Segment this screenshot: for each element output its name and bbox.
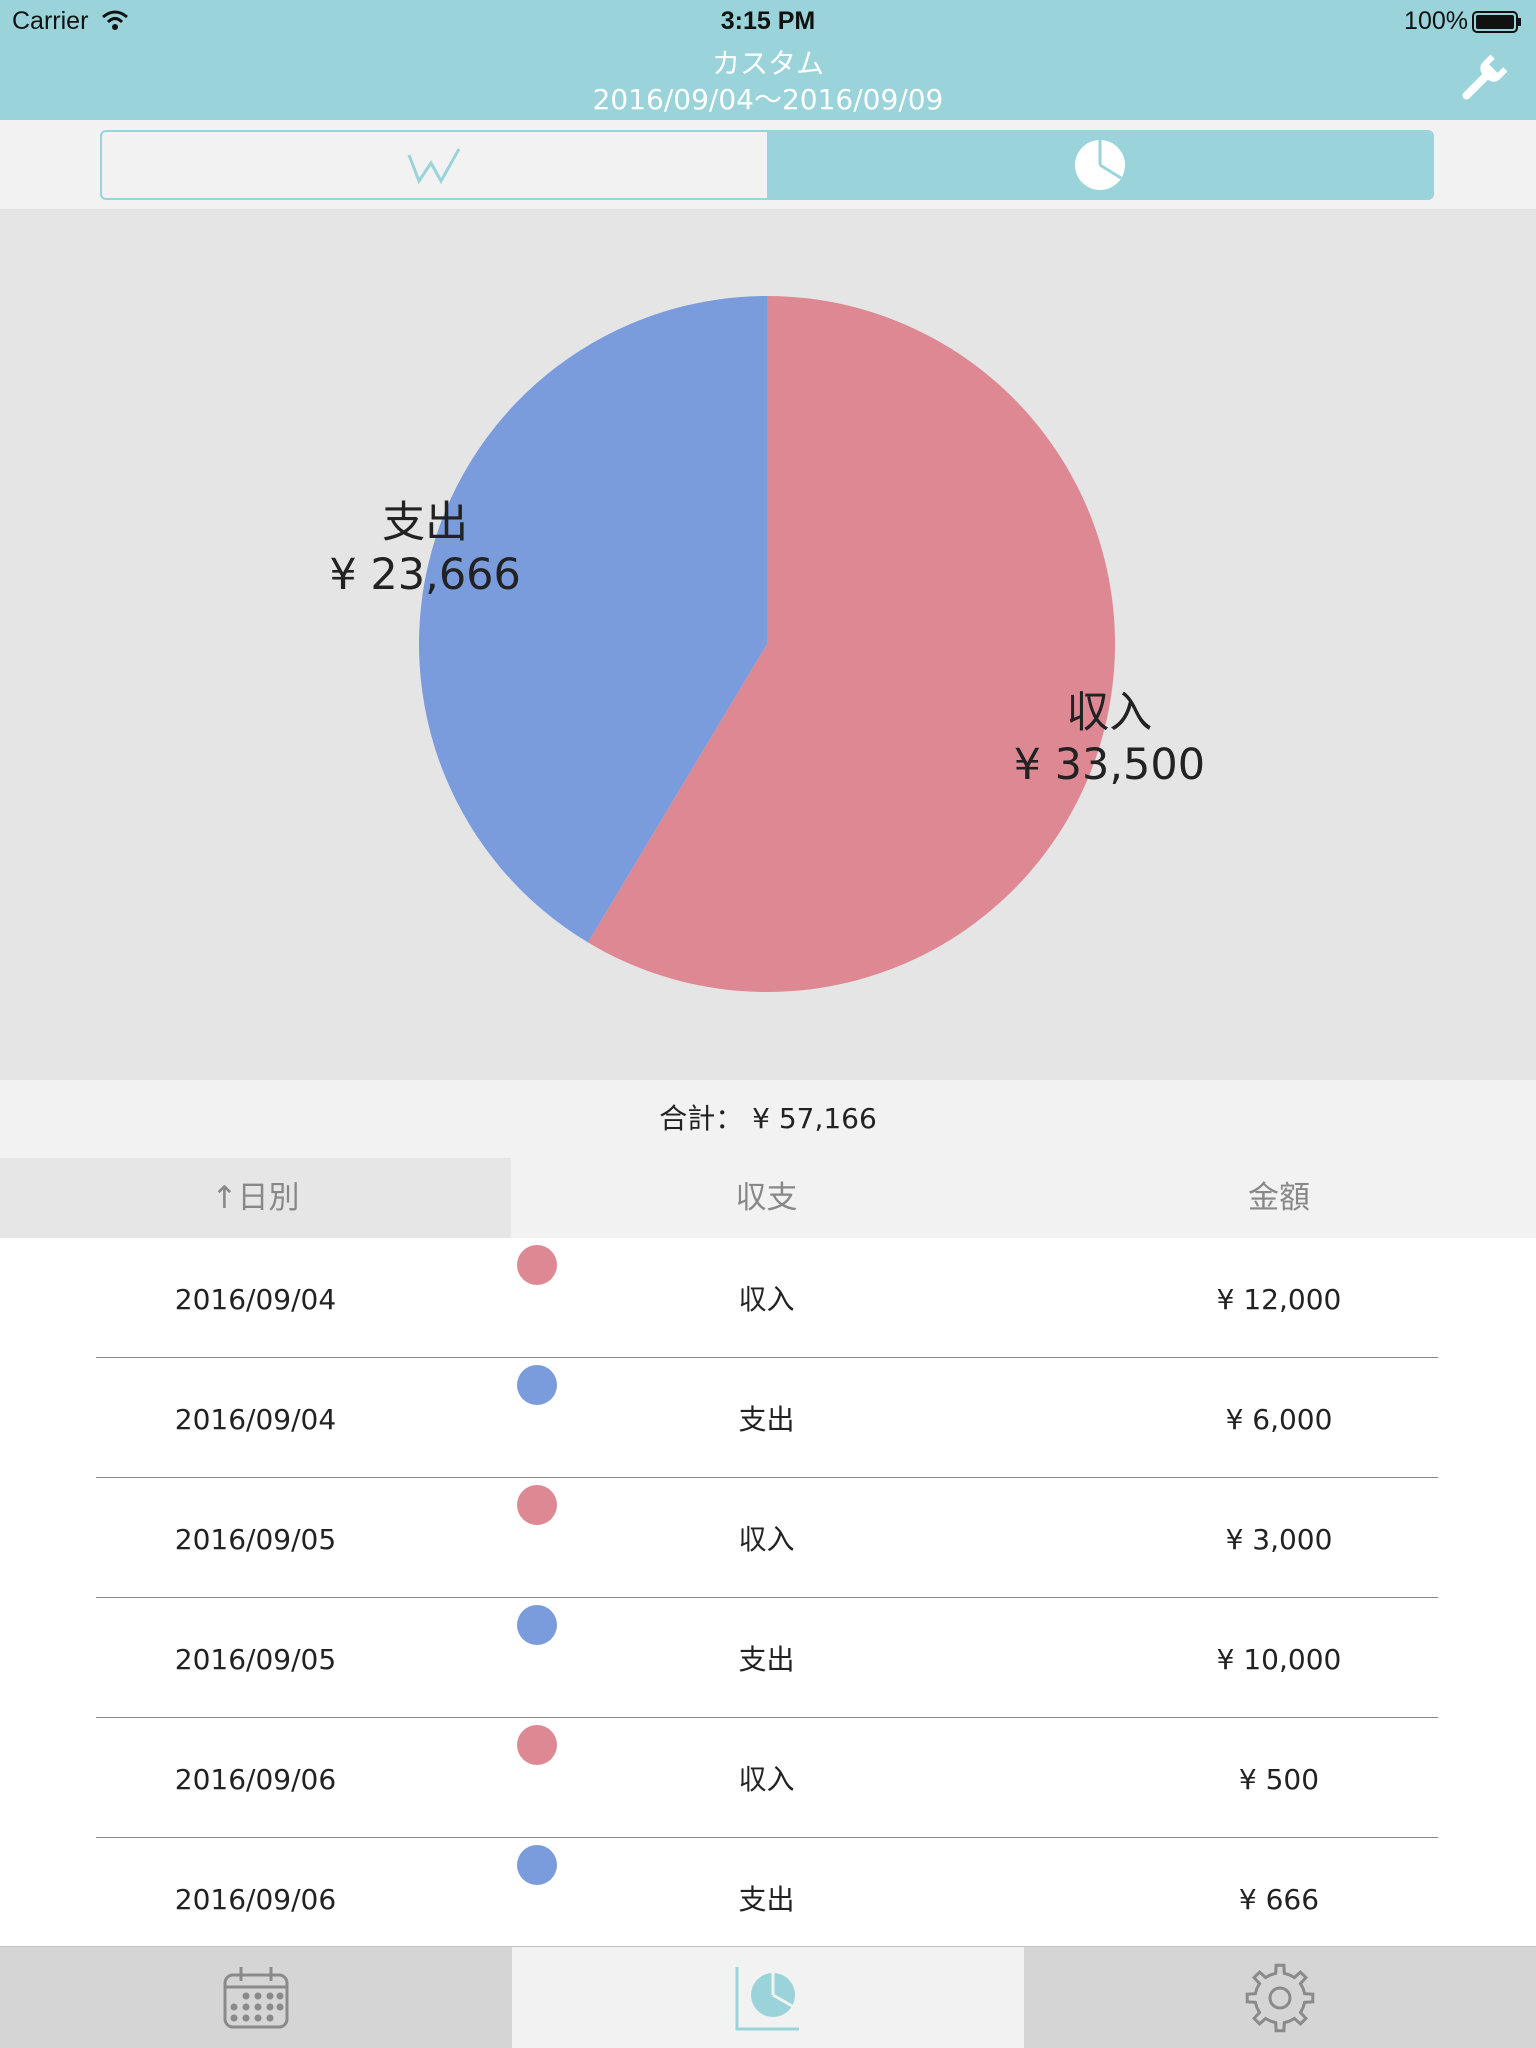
row-date: 2016/09/05 bbox=[174, 1643, 337, 1676]
nav-bar: カスタム 2016/09/04〜2016/09/09 bbox=[0, 42, 1536, 120]
row-divider bbox=[96, 1597, 1438, 1598]
type-color-dot bbox=[517, 1245, 557, 1285]
row-amount: ¥ 666 bbox=[1238, 1883, 1320, 1916]
income-slice-label: 収入 ¥ 33,500 bbox=[1014, 687, 1205, 791]
expense-slice-label: 支出 ¥ 23,666 bbox=[329, 497, 520, 601]
table-row[interactable]: 2016/09/04 収入 ¥ 12,000 bbox=[0, 1238, 1536, 1358]
row-amount: ¥ 10,000 bbox=[1216, 1643, 1342, 1676]
line-chart-tab[interactable] bbox=[102, 132, 767, 198]
row-date: 2016/09/04 bbox=[174, 1283, 337, 1316]
row-type: 収入 bbox=[738, 1283, 795, 1316]
total-summary: 合計： ¥ 57,166 bbox=[0, 1080, 1536, 1158]
gear-icon bbox=[1245, 1963, 1315, 2033]
carrier-label: Carrier bbox=[12, 7, 89, 35]
income-label-value: ¥ 33,500 bbox=[1013, 739, 1206, 790]
table-row[interactable]: 2016/09/06 支出 ¥ 666 bbox=[0, 1838, 1536, 1946]
expense-label-name: 支出 bbox=[382, 498, 469, 549]
row-type: 収入 bbox=[738, 1763, 795, 1796]
type-color-dot bbox=[517, 1365, 557, 1405]
row-divider bbox=[96, 1837, 1438, 1838]
expense-label-value: ¥ 23,666 bbox=[329, 550, 521, 601]
pie-chart-tab[interactable] bbox=[767, 132, 1432, 198]
amount-column-header[interactable]: 金額 bbox=[1248, 1180, 1310, 1216]
transaction-list[interactable]: 2016/09/04 収入 ¥ 12,000 2016/09/04 支出 ¥ 6… bbox=[0, 1238, 1536, 1946]
row-date: 2016/09/04 bbox=[174, 1403, 337, 1436]
expense-slice[interactable] bbox=[419, 296, 767, 943]
row-amount: ¥ 3,000 bbox=[1225, 1523, 1333, 1556]
type-color-dot bbox=[517, 1605, 557, 1645]
tab-settings[interactable] bbox=[1024, 1947, 1536, 2048]
battery-percent: 100% bbox=[1404, 7, 1468, 35]
tab-calendar[interactable] bbox=[0, 1947, 512, 2048]
income-label-name: 収入 bbox=[1066, 687, 1153, 738]
battery-icon bbox=[1472, 11, 1521, 33]
row-date: 2016/09/06 bbox=[174, 1763, 337, 1796]
row-date: 2016/09/05 bbox=[174, 1523, 337, 1556]
wrench-icon[interactable] bbox=[1454, 52, 1510, 108]
row-amount: ¥ 12,000 bbox=[1216, 1283, 1342, 1316]
date-range: 2016/09/04〜2016/09/09 bbox=[592, 83, 944, 116]
line-chart-icon bbox=[407, 148, 460, 185]
row-divider bbox=[96, 1717, 1438, 1718]
type-column-header[interactable]: 収支 bbox=[735, 1180, 798, 1216]
row-divider bbox=[96, 1357, 1438, 1358]
pie-chart-icon bbox=[1074, 140, 1125, 190]
status-bar: Carrier 3:15 PM 100% bbox=[0, 0, 1536, 42]
income-slice[interactable] bbox=[587, 296, 1115, 992]
pie-chart bbox=[419, 296, 1115, 992]
table-row[interactable]: 2016/09/04 支出 ¥ 6,000 bbox=[0, 1358, 1536, 1478]
row-amount: ¥ 6,000 bbox=[1225, 1403, 1333, 1436]
wifi-icon bbox=[102, 10, 128, 30]
row-amount: ¥ 500 bbox=[1238, 1763, 1320, 1796]
status-time: 3:15 PM bbox=[720, 7, 816, 35]
row-type: 支出 bbox=[738, 1643, 795, 1676]
table-row[interactable]: 2016/09/05 収入 ¥ 3,000 bbox=[0, 1478, 1536, 1598]
tab-chart[interactable] bbox=[512, 1947, 1024, 2048]
table-header: ↑日別 収支 金額 bbox=[0, 1158, 1536, 1238]
calendar-icon bbox=[223, 1967, 289, 2029]
row-type: 支出 bbox=[738, 1403, 795, 1436]
row-type: 収入 bbox=[738, 1523, 795, 1556]
chart-area: 収入 ¥ 33,500 支出 ¥ 23,666 bbox=[0, 210, 1536, 1080]
row-date: 2016/09/06 bbox=[174, 1883, 337, 1916]
type-color-dot bbox=[517, 1725, 557, 1765]
page-title: カスタム bbox=[711, 47, 824, 80]
row-divider bbox=[96, 1477, 1438, 1478]
chart-icon bbox=[735, 1967, 799, 2031]
row-type: 支出 bbox=[738, 1883, 795, 1916]
view-toggle bbox=[100, 130, 1434, 200]
table-row[interactable]: 2016/09/06 収入 ¥ 500 bbox=[0, 1718, 1536, 1838]
type-color-dot bbox=[517, 1845, 557, 1885]
table-row[interactable]: 2016/09/05 支出 ¥ 10,000 bbox=[0, 1598, 1536, 1718]
tab-bar bbox=[0, 1946, 1536, 2048]
type-color-dot bbox=[517, 1485, 557, 1525]
date-column-header[interactable]: ↑日別 bbox=[0, 1158, 511, 1238]
view-toggle-area bbox=[0, 120, 1536, 210]
